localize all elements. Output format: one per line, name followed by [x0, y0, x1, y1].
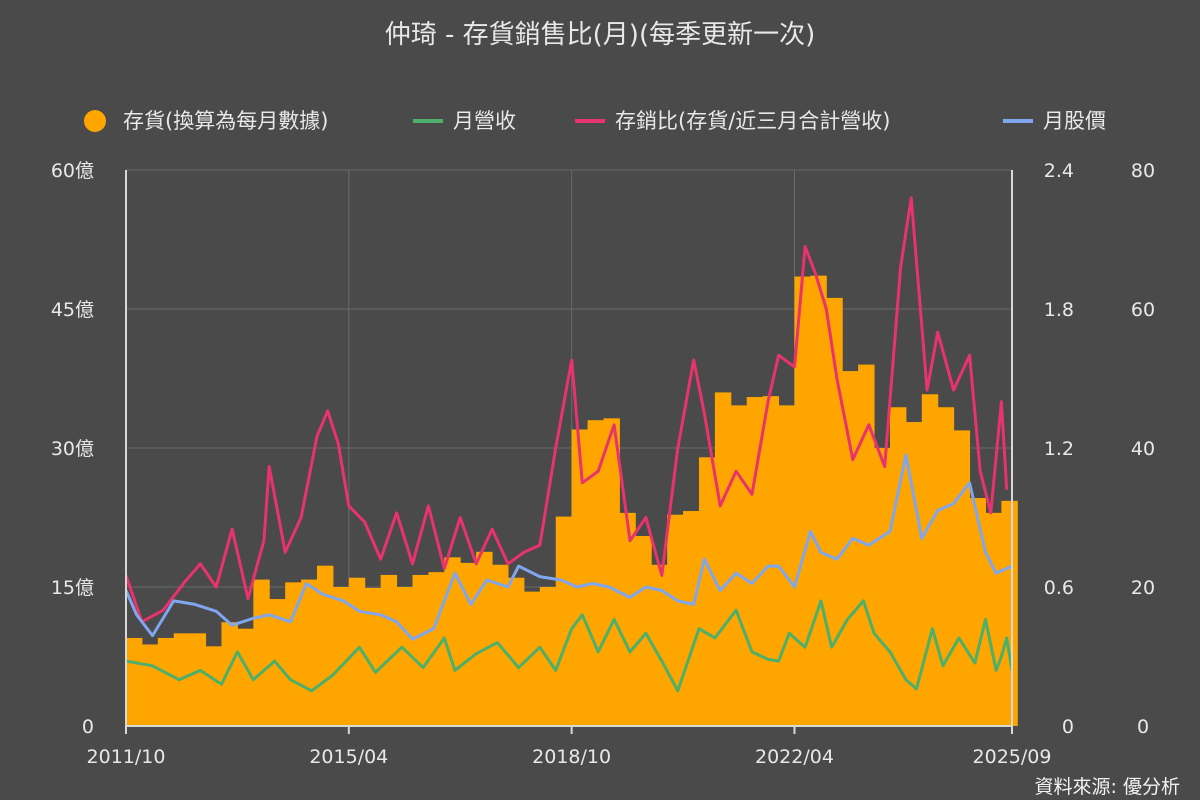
- inventory-bar: [683, 511, 700, 726]
- inventory-bar: [444, 557, 461, 726]
- y-left-tick-label: 60億: [51, 160, 94, 182]
- inventory-bar: [221, 622, 238, 726]
- inventory-bar: [1001, 500, 1018, 726]
- inventory-bar: [889, 407, 907, 726]
- y-right-tick-label: 40: [1131, 438, 1155, 460]
- inventory-bar: [762, 396, 780, 726]
- inventory-bar: [523, 591, 541, 726]
- y-left-tick-label: 45億: [51, 299, 94, 321]
- y-mid-tick-label: 1.8: [1044, 299, 1074, 321]
- x-tick-label: 2025/09: [973, 746, 1052, 768]
- legend-label: 存銷比(存貨/近三月合計營收): [615, 109, 890, 133]
- inventory-bar: [778, 405, 795, 726]
- inventory-bar: [285, 582, 302, 726]
- inventory-bar: [603, 418, 620, 726]
- y-mid-tick-label: 0.6: [1044, 577, 1074, 599]
- axes: 0 15億 30億 45億 60億 0 0.6 1.2 1.8 2.4 0 20 40 60 80 2011/…: [51, 160, 1155, 768]
- inventory-bar: [571, 429, 589, 726]
- legend: 存貨(換算為每月數據) 月營收 存銷比(存貨/近三月合計營收) 月股價: [84, 109, 1106, 133]
- series-lines: [124, 196, 1014, 693]
- legend-label: 月營收: [453, 109, 516, 133]
- inventory-bar: [205, 646, 222, 726]
- inventory-sales-ratio-line: [124, 196, 1009, 624]
- source-note: 資料來源: 優分析: [1035, 776, 1180, 798]
- inventory-bar: [714, 392, 732, 726]
- x-tick-label: 2018/10: [532, 746, 611, 768]
- x-tick-label: 2022/04: [755, 746, 834, 768]
- inventory-bar: [810, 275, 827, 726]
- inventory-bar: [126, 637, 143, 726]
- legend-item: 月股價: [1003, 109, 1106, 133]
- inventory-bar: [476, 551, 493, 726]
- inventory-bar: [539, 587, 557, 726]
- inventory-bar: [969, 498, 986, 726]
- inventory-bar: [874, 448, 891, 726]
- y-right-tick-label: 20: [1131, 577, 1155, 599]
- y-left-tick-label: 30億: [51, 438, 94, 460]
- chart-title: 仲琦 - 存貨銷售比(月)(每季更新一次): [385, 20, 816, 50]
- legend-label: 月股價: [1043, 109, 1106, 133]
- inventory-bar: [826, 297, 843, 726]
- inventory-bar: [698, 457, 716, 726]
- y-right-tick-label: 60: [1131, 299, 1155, 321]
- inventory-bar: [667, 514, 684, 726]
- inventory-bar: [189, 633, 207, 726]
- inventory-bar: [332, 587, 350, 726]
- legend-label: 存貨(換算為每月數據): [123, 109, 328, 133]
- inventory-bar: [364, 587, 382, 726]
- inventory-bar: [253, 579, 270, 726]
- inventory-bar: [141, 644, 159, 726]
- inventory-bar: [905, 422, 923, 726]
- inventory-bars: [126, 275, 1018, 726]
- x-tick-label: 2011/10: [87, 746, 166, 768]
- monthly-stock-price-line: [124, 453, 1013, 641]
- y-mid-tick-label: 2.4: [1044, 160, 1074, 182]
- inventory-bar: [348, 577, 366, 726]
- inventory-bar: [412, 574, 429, 726]
- inventory-bar: [316, 565, 334, 726]
- y-mid-tick-label: 1.2: [1044, 438, 1074, 460]
- inventory-bar: [921, 394, 939, 726]
- inventory-bar: [635, 536, 652, 726]
- inventory-bar: [746, 397, 764, 726]
- inventory-bar: [937, 407, 955, 726]
- y-left-tick-label: 15億: [51, 577, 94, 599]
- inventory-bar: [555, 516, 573, 726]
- legend-item: 存貨(換算為每月數據): [84, 109, 328, 133]
- inventory-bar: [651, 564, 668, 726]
- inventory-bar: [794, 276, 811, 726]
- inventory-bar: [619, 512, 636, 726]
- inventory-bar: [380, 574, 398, 726]
- legend-item: 存銷比(存貨/近三月合計營收): [575, 109, 890, 133]
- y-mid-tick-label: 0: [1062, 716, 1074, 738]
- inventory-bar: [953, 430, 971, 726]
- inventory-bar: [985, 512, 1002, 726]
- monthly-revenue-line: [125, 599, 1014, 693]
- inventory-bar: [507, 577, 525, 726]
- inventory-bar: [157, 637, 175, 726]
- y-right-tick-label: 0: [1137, 716, 1149, 738]
- inventory-bar: [730, 405, 748, 726]
- y-left-tick-label: 0: [82, 716, 94, 738]
- x-tick-label: 2015/04: [309, 746, 388, 768]
- inventory-bar: [237, 628, 254, 726]
- y-right-tick-label: 80: [1131, 160, 1155, 182]
- inventory-bar: [301, 579, 318, 726]
- legend-item: 月營收: [413, 109, 516, 133]
- legend-marker: [84, 110, 106, 132]
- inventory-bar: [842, 371, 859, 726]
- inventory-bar: [396, 587, 413, 726]
